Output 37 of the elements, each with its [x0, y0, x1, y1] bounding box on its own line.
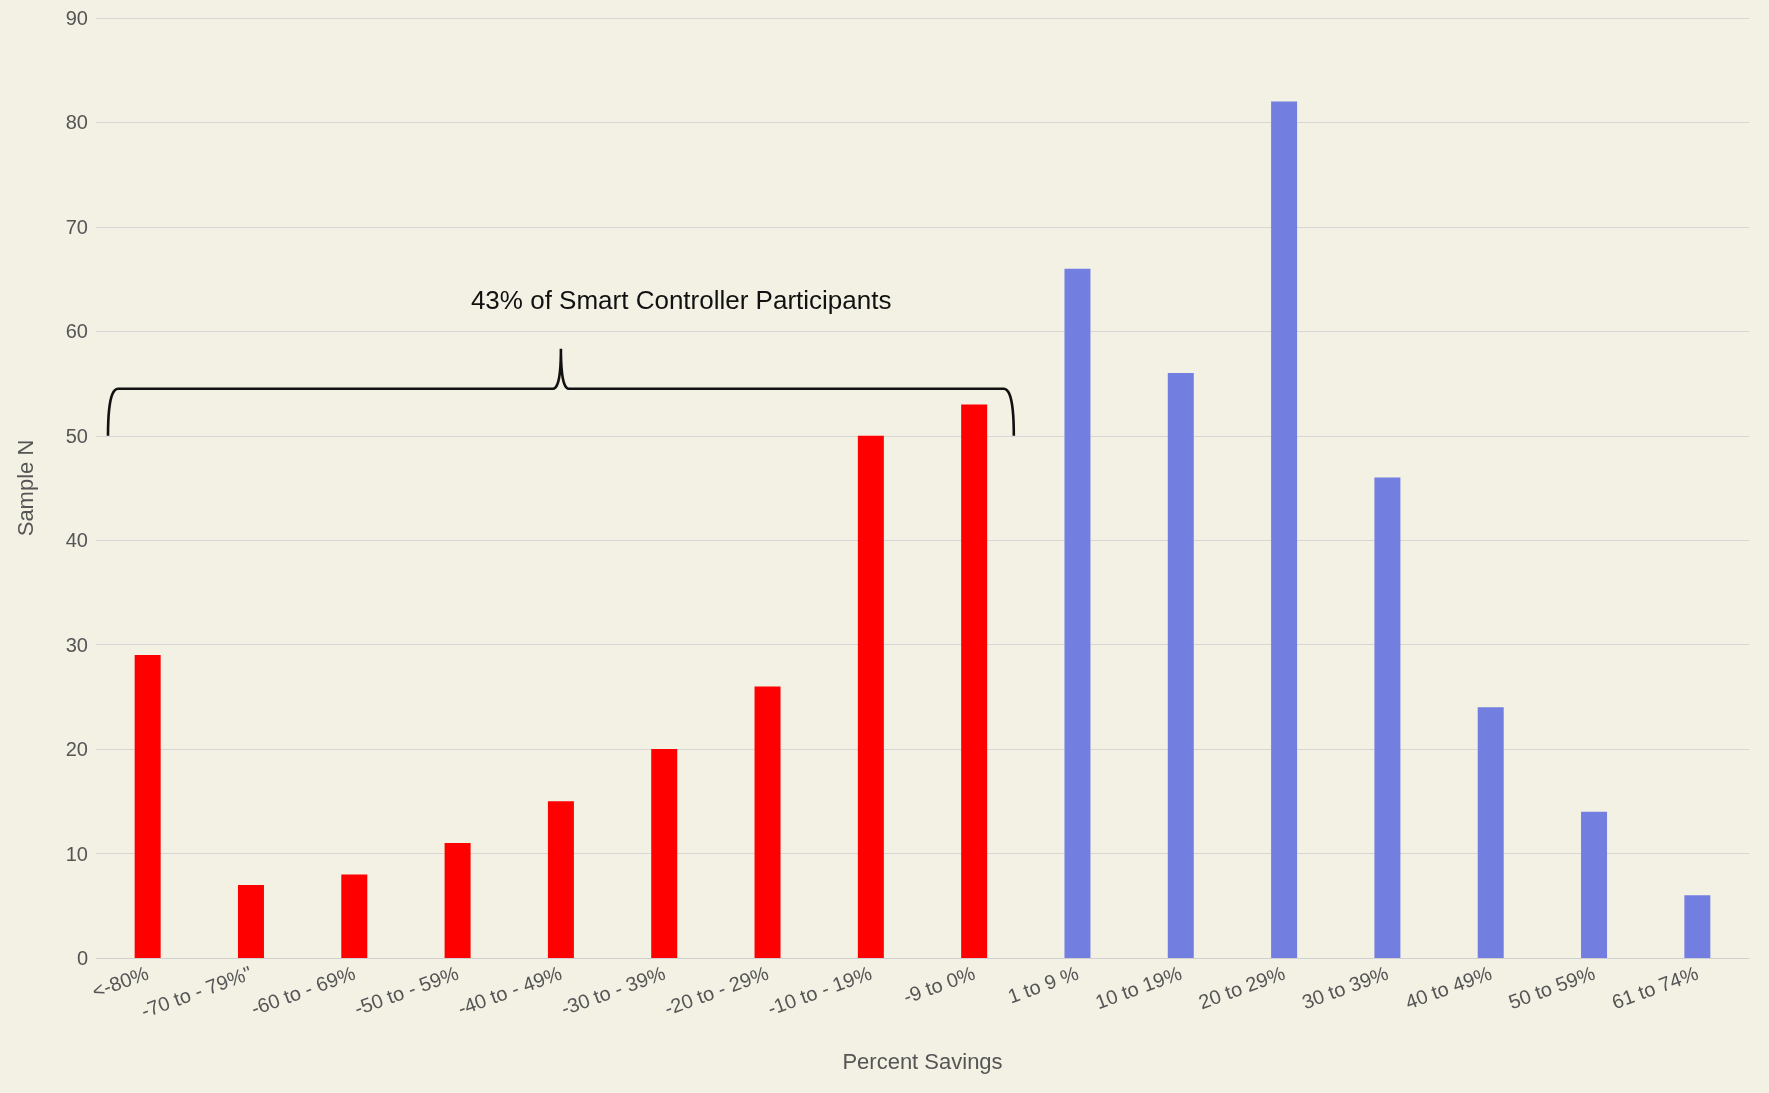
- y-tick-label: 50: [65, 424, 88, 447]
- bar: [237, 884, 264, 958]
- bar: [961, 404, 988, 958]
- y-axis-title: Sample N: [12, 439, 38, 537]
- y-tick-label: 30: [65, 633, 88, 656]
- bar: [1167, 373, 1194, 958]
- y-tick-label: 90: [65, 7, 88, 29]
- annotation: 43% of Smart Controller Participants: [470, 284, 892, 315]
- x-tick-label: 30 to 39%: [1299, 961, 1392, 1014]
- x-tick-label: 50 to 59%: [1505, 961, 1598, 1014]
- y-tick-label: 80: [65, 111, 88, 134]
- x-tick-label: 10 to 19%: [1092, 961, 1185, 1014]
- bar: [1581, 811, 1608, 958]
- bar: [444, 843, 471, 958]
- y-tick-label: 0: [76, 947, 88, 969]
- x-tick-label: -9 to 0%: [900, 961, 979, 1008]
- x-tick-label: 20 to 29%: [1195, 961, 1289, 1014]
- y-tick-label: 20: [65, 738, 88, 761]
- y-tick-label: 40: [65, 529, 88, 552]
- bar: [341, 874, 368, 958]
- bar: [1271, 101, 1298, 958]
- y-tick-label: 10: [65, 842, 88, 865]
- bar: [1064, 268, 1091, 958]
- x-axis-title: Percent Savings: [842, 1048, 1003, 1074]
- x-tick-label: 40 to 49%: [1402, 961, 1495, 1014]
- bar: [1684, 895, 1711, 958]
- x-tick-label: 61 to 74%: [1608, 961, 1702, 1014]
- bar: [857, 435, 884, 958]
- bar: [547, 801, 574, 958]
- bar: [651, 749, 678, 958]
- y-tick-label: 60: [65, 320, 88, 343]
- y-tick-label: 70: [65, 215, 88, 238]
- bar: [1374, 477, 1401, 958]
- x-tick-label: 1 to 9 %: [1004, 961, 1082, 1008]
- bar: [1477, 707, 1504, 958]
- bar: [754, 686, 781, 958]
- bar: [134, 655, 161, 958]
